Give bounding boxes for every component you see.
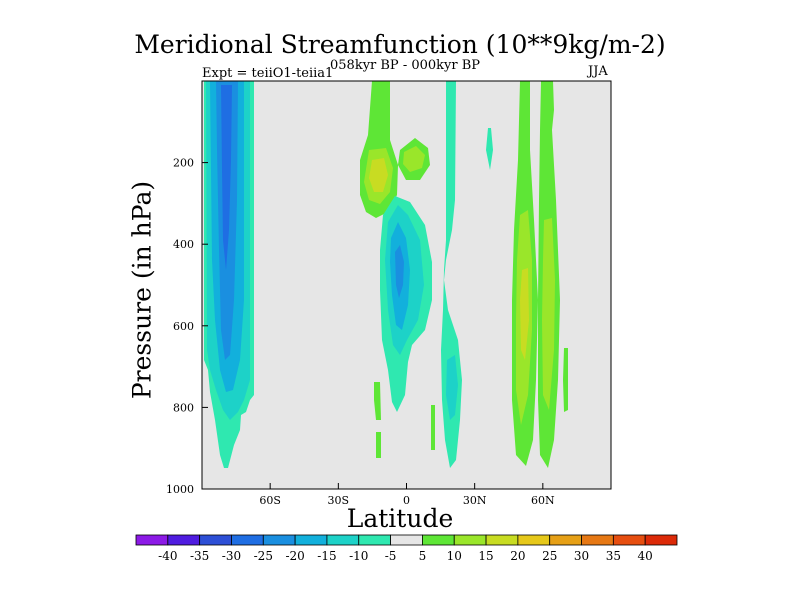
colorbar-swatch — [262, 534, 296, 546]
y-ticks: 200 400 600 800 1000 — [166, 157, 208, 496]
colorbar-label: -10 — [349, 549, 368, 563]
x-tick-label: 60S — [259, 494, 281, 507]
contour-pos-tropical-left-core — [369, 158, 388, 192]
colorbar-label: 10 — [447, 549, 462, 563]
colorbar-label: 25 — [542, 549, 557, 563]
colorbar-label: -35 — [190, 549, 209, 563]
y-tick-label: 600 — [173, 320, 194, 333]
contour-pos-north-left-core — [520, 268, 529, 360]
colorbar-swatch — [517, 534, 551, 546]
contour-pos-small-north — [563, 348, 568, 412]
colorbar-swatch — [581, 534, 614, 546]
colorbar-label: 15 — [478, 549, 493, 563]
contour-pos-small-2 — [431, 405, 435, 450]
colorbar-label: -15 — [317, 549, 336, 563]
contour-neg-equatorial-core — [395, 245, 404, 298]
x-tick-label: 30S — [328, 494, 350, 507]
colorbar-swatch — [549, 534, 582, 546]
colorbar-label: 20 — [510, 549, 525, 563]
contour-pos-small-1 — [374, 382, 381, 420]
period-label: 058kyr BP - 000kyr BP — [330, 58, 481, 73]
colorbar-swatch — [167, 534, 201, 546]
colorbar-swatch — [135, 534, 169, 546]
colorbar-label: 40 — [638, 549, 653, 563]
y-tick-label: 200 — [173, 157, 194, 170]
colorbar-swatch — [485, 534, 519, 546]
colorbar-swatch — [231, 534, 264, 546]
colorbar-label: -20 — [285, 549, 304, 563]
colorbar-swatch — [294, 534, 328, 546]
x-ticks: 60S 30S 0 30N 60N — [259, 483, 555, 507]
contour-pos-tropical-right-inner — [403, 146, 425, 172]
colorbar-swatch — [422, 534, 455, 546]
y-tick-label: 400 — [173, 238, 194, 251]
chart-title: Meridional Streamfunction (10**9kg/m-2) — [134, 30, 666, 59]
season-label: JJA — [588, 64, 608, 79]
colorbar-swatch — [358, 534, 391, 546]
contour-neg-subtropical — [441, 81, 462, 468]
contour-neg-subtropical-inner — [446, 355, 458, 420]
x-tick-label: 30N — [463, 494, 487, 507]
colorbar-swatch — [199, 534, 232, 546]
x-tick-label: 0 — [403, 494, 410, 507]
colorbar-swatch — [612, 534, 646, 546]
colorbar-label: -30 — [222, 549, 241, 563]
contour-pos-small-3 — [376, 432, 381, 458]
colorbar-swatch — [644, 534, 678, 546]
colorbar-label: 30 — [574, 549, 589, 563]
x-tick-label: 60N — [531, 494, 555, 507]
colorbar: -40 -35 -30 -25 -20 -15 -10 -5 5 10 15 20 25 30 35 40 — [135, 534, 678, 563]
colorbar-label: 5 — [419, 549, 427, 563]
y-tick-label: 1000 — [166, 483, 194, 496]
colorbar-swatch — [453, 534, 487, 546]
y-tick-label: 800 — [173, 401, 194, 414]
colorbar-label: -25 — [254, 549, 273, 563]
colorbar-label: 35 — [606, 549, 621, 563]
contour-neg-small-right — [486, 128, 493, 170]
contour-fills — [204, 81, 568, 468]
colorbar-swatch — [390, 534, 423, 546]
contour-neg-south-peak — [221, 85, 232, 270]
x-axis-label: Latitude — [346, 504, 454, 533]
colorbar-label: -40 — [158, 549, 177, 563]
colorbar-label: -5 — [385, 549, 397, 563]
contour-pos-north-right-inner — [542, 218, 555, 410]
colorbar-swatch — [326, 534, 360, 546]
experiment-label: Expt = teiiO1-teiia1 — [202, 66, 334, 81]
